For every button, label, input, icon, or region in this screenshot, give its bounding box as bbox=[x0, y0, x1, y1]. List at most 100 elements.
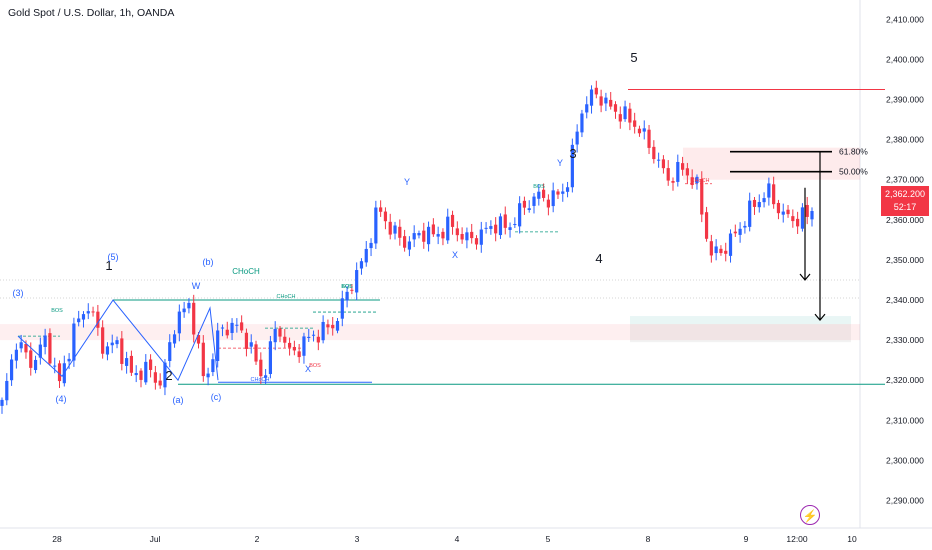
candle-body bbox=[134, 373, 138, 376]
price-tick-label: 2,350.000 bbox=[886, 255, 924, 265]
candle-body bbox=[388, 221, 392, 235]
candle-body bbox=[43, 335, 47, 347]
candle-body bbox=[115, 340, 119, 345]
candle-body bbox=[690, 177, 694, 186]
candle-body bbox=[244, 332, 249, 349]
candle-body bbox=[743, 225, 747, 228]
candle-body bbox=[297, 351, 301, 358]
candle-body bbox=[5, 380, 9, 401]
candle-body bbox=[724, 250, 728, 254]
candle-body bbox=[144, 361, 148, 383]
structure-label: CHoCH bbox=[277, 294, 296, 300]
candle-body bbox=[700, 179, 704, 215]
time-tick-label: 4 bbox=[455, 534, 460, 544]
candle-body bbox=[153, 372, 157, 383]
candle-body bbox=[781, 211, 785, 215]
candle-body bbox=[307, 336, 311, 338]
candle-body bbox=[810, 211, 814, 220]
candle-body bbox=[196, 335, 201, 344]
candle-body bbox=[565, 187, 570, 192]
candle-body bbox=[364, 248, 368, 263]
candle-body bbox=[484, 227, 488, 229]
time-tick-label: Jul bbox=[150, 534, 161, 544]
projection-arrow-head bbox=[799, 273, 811, 281]
structure-label: BOS bbox=[533, 184, 545, 190]
candle-body bbox=[489, 226, 493, 229]
candle-body bbox=[14, 349, 18, 361]
minor-wave-label: (5) bbox=[108, 252, 119, 262]
major-wave-label: 2 bbox=[165, 368, 172, 383]
candle-body bbox=[546, 199, 550, 208]
candle-body bbox=[168, 342, 172, 362]
candle-body bbox=[340, 298, 344, 319]
candle-body bbox=[460, 233, 464, 240]
countdown-timer: 52:17 bbox=[893, 202, 917, 212]
price-tick-label: 2,290.000 bbox=[886, 496, 924, 506]
candle-body bbox=[752, 199, 757, 207]
candle-body bbox=[772, 184, 776, 205]
candle-body bbox=[642, 128, 646, 132]
candle-body bbox=[647, 129, 651, 148]
candle-body bbox=[537, 191, 541, 199]
candle-body bbox=[719, 248, 723, 254]
structure-label: CHoCH bbox=[251, 377, 270, 383]
candle-body bbox=[148, 359, 153, 370]
candle-body bbox=[714, 246, 718, 254]
candle-body bbox=[508, 227, 512, 230]
candle-body bbox=[38, 344, 42, 358]
candle-body bbox=[163, 362, 167, 388]
candle-body bbox=[446, 216, 450, 241]
candle-body bbox=[728, 233, 733, 256]
major-wave-label: 5 bbox=[630, 50, 637, 65]
candle-body bbox=[628, 108, 632, 123]
major-wave-label: 1 bbox=[105, 258, 112, 273]
candle-body bbox=[652, 146, 656, 160]
candle-body bbox=[609, 99, 613, 107]
candle-body bbox=[273, 328, 277, 343]
candle-body bbox=[201, 342, 205, 377]
price-axis-panel bbox=[860, 0, 932, 550]
candle-body bbox=[53, 365, 57, 367]
minor-wave-label: Y bbox=[404, 177, 410, 187]
candle-body bbox=[240, 322, 244, 331]
candle-body bbox=[91, 311, 95, 313]
candle-body bbox=[776, 202, 781, 214]
target-zone-upper bbox=[630, 316, 851, 325]
candle-body bbox=[800, 207, 805, 229]
candle-body bbox=[403, 236, 407, 248]
candle-body bbox=[465, 232, 469, 241]
candle-body bbox=[426, 226, 431, 245]
candle-body bbox=[527, 208, 531, 211]
candle-body bbox=[359, 261, 364, 269]
lightning-icon[interactable]: ⚡ bbox=[800, 505, 820, 525]
candle-body bbox=[172, 334, 177, 344]
minor-wave-label: (a) bbox=[173, 395, 184, 405]
minor-wave-label: (3) bbox=[13, 288, 24, 298]
price-tick-label: 2,390.000 bbox=[886, 95, 924, 105]
candle-body bbox=[0, 399, 4, 406]
candle-body bbox=[704, 212, 709, 239]
candle-body bbox=[762, 198, 766, 203]
time-tick-label: 10 bbox=[847, 534, 857, 544]
candle-body bbox=[613, 104, 618, 112]
time-tick-label: 9 bbox=[744, 534, 749, 544]
time-tick-label: 28 bbox=[52, 534, 62, 544]
candle-body bbox=[623, 106, 627, 120]
candle-body bbox=[522, 200, 527, 208]
candle-body bbox=[350, 289, 354, 291]
candle-body bbox=[24, 344, 28, 353]
fib-level-label: 61.80% bbox=[839, 147, 868, 157]
candle-body bbox=[441, 231, 445, 239]
candle-body bbox=[187, 302, 191, 309]
candle-body bbox=[321, 321, 325, 341]
minor-wave-label: Y bbox=[557, 158, 563, 168]
candle-body bbox=[235, 324, 239, 326]
projection-arrow-head bbox=[814, 313, 826, 322]
candle-body bbox=[474, 238, 479, 245]
price-tick-label: 2,300.000 bbox=[886, 455, 924, 465]
candle-body bbox=[580, 113, 584, 133]
minor-wave-label: W bbox=[192, 281, 201, 291]
candle-body bbox=[450, 214, 455, 227]
